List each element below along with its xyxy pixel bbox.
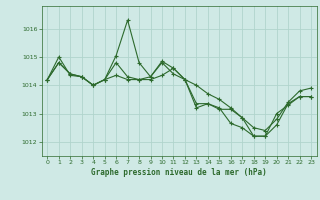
X-axis label: Graphe pression niveau de la mer (hPa): Graphe pression niveau de la mer (hPa) xyxy=(91,168,267,177)
